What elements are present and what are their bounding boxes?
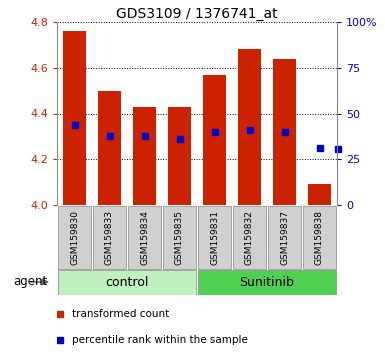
Bar	[198, 206, 231, 269]
Bar	[233, 206, 266, 269]
Text: agent: agent	[13, 275, 47, 289]
Text: percentile rank within the sample: percentile rank within the sample	[72, 335, 248, 345]
Text: GSM159835: GSM159835	[175, 210, 184, 265]
Text: GSM159831: GSM159831	[210, 210, 219, 265]
Bar	[238, 50, 261, 205]
Bar	[163, 206, 196, 269]
Text: GSM159834: GSM159834	[140, 210, 149, 265]
Bar	[98, 91, 121, 205]
Bar	[273, 59, 296, 205]
Bar	[93, 206, 126, 269]
Bar	[133, 107, 156, 205]
Bar	[168, 107, 191, 205]
Bar	[58, 206, 91, 269]
Text: GSM159830: GSM159830	[70, 210, 79, 265]
Text: control: control	[105, 276, 149, 289]
Text: GSM159832: GSM159832	[245, 210, 254, 265]
Text: GSM159838: GSM159838	[315, 210, 324, 265]
Bar	[203, 75, 226, 205]
Text: GSM159833: GSM159833	[105, 210, 114, 265]
Bar	[308, 184, 331, 205]
Text: transformed count: transformed count	[72, 309, 170, 319]
Bar	[58, 270, 196, 295]
Text: GSM159837: GSM159837	[280, 210, 289, 265]
Title: GDS3109 / 1376741_at: GDS3109 / 1376741_at	[116, 7, 278, 21]
Bar	[303, 206, 336, 269]
Text: Sunitinib: Sunitinib	[239, 276, 295, 289]
Bar	[63, 31, 86, 205]
Bar	[268, 206, 301, 269]
Bar	[198, 270, 336, 295]
Bar	[128, 206, 161, 269]
